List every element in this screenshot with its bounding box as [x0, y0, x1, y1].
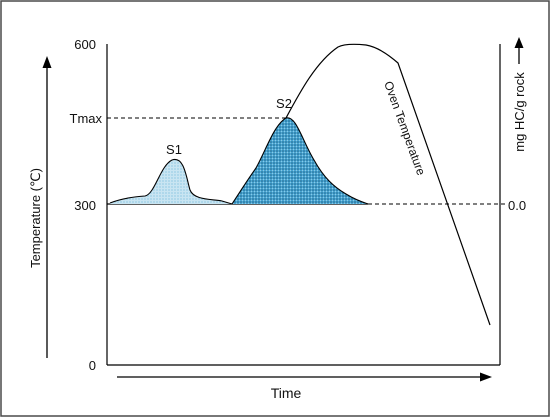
y-left-axis-label: Temperature (℃) — [28, 168, 43, 268]
tick-600: 600 — [74, 37, 96, 52]
s1-label: S1 — [166, 142, 182, 157]
arrow-up-icon — [514, 37, 524, 64]
s1-peak-curve — [109, 159, 233, 205]
tick-300: 300 — [74, 198, 96, 213]
oven-temperature-curve — [285, 43, 491, 326]
y-right-axis-label: mg HC/g rock — [512, 72, 527, 152]
s2-peak-curve — [231, 117, 369, 205]
tick-0: 0 — [89, 358, 96, 373]
tick-right-zero: 0.0 — [508, 198, 526, 213]
x-axis-label: Time — [271, 385, 302, 401]
arrow-up-icon — [42, 56, 52, 358]
tick-tmax: Tmax — [70, 111, 103, 126]
s2-label: S2 — [276, 96, 292, 111]
arrow-right-icon — [117, 372, 492, 382]
s2-peak-fill — [232, 117, 368, 204]
s1-peak-fill — [110, 159, 232, 204]
